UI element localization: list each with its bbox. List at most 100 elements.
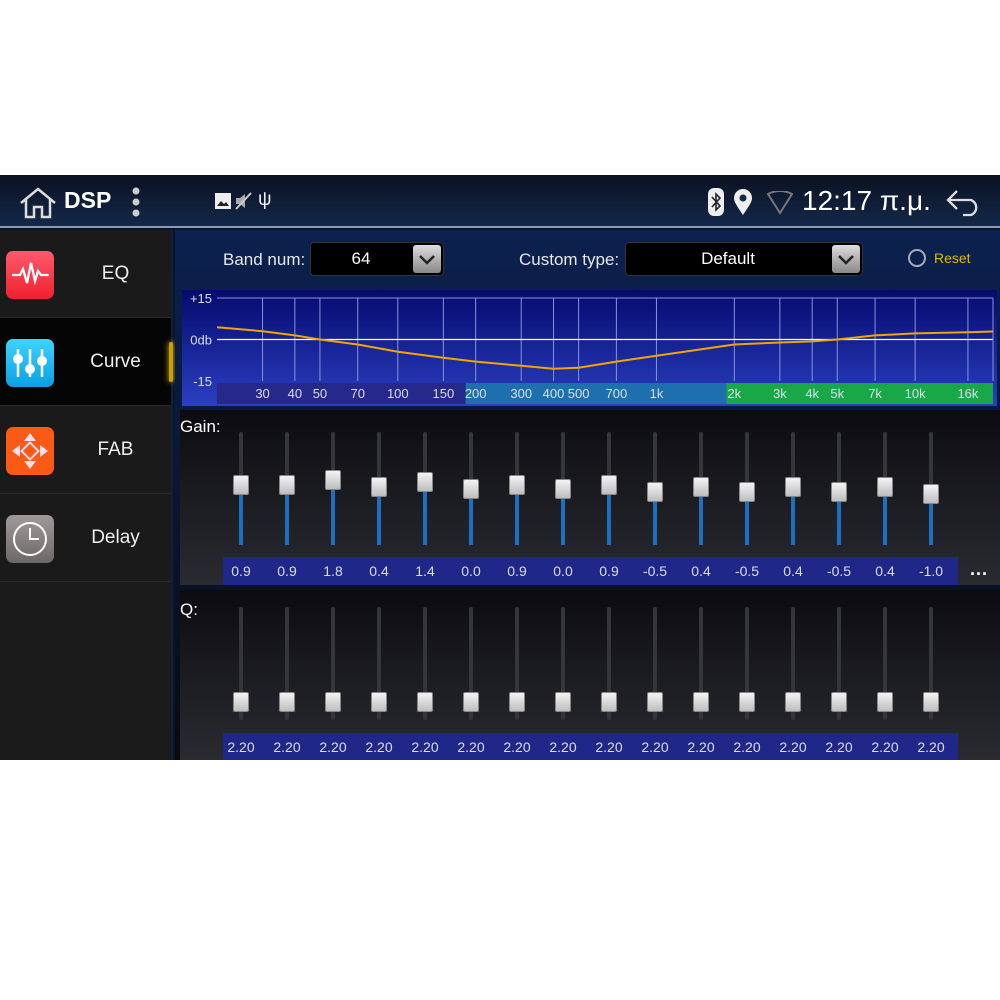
gain-slider-fill — [607, 494, 611, 545]
gain-slider-thumb[interactable] — [325, 470, 341, 490]
band-num-select[interactable]: 64 — [310, 242, 444, 276]
eq-curve-chart: 30 40 50 70 100 150 200 300 400 500 700 1k 2k 3k 4k 5k 7… — [182, 290, 997, 406]
custom-type-value: Default — [701, 249, 755, 268]
q-slider-thumb[interactable] — [555, 692, 571, 712]
q-slider-track[interactable] — [883, 607, 887, 720]
wifi-icon — [766, 191, 794, 215]
q-slider-track[interactable] — [423, 607, 427, 720]
q-slider-thumb[interactable] — [831, 692, 847, 712]
q-slider-thumb[interactable] — [371, 692, 387, 712]
freq-band-low — [217, 383, 476, 404]
custom-type-select[interactable]: Default — [625, 242, 863, 276]
gain-slider-thumb[interactable] — [831, 481, 847, 502]
x-tick-label: 400 — [543, 386, 565, 401]
back-icon[interactable] — [945, 187, 983, 217]
q-slider-track[interactable] — [837, 607, 841, 720]
gain-slider-thumb[interactable] — [279, 474, 295, 495]
reset-radio[interactable] — [908, 249, 926, 267]
q-slider-thumb[interactable] — [785, 692, 801, 712]
gain-slider-thumb[interactable] — [233, 474, 249, 495]
q-slider-thumb[interactable] — [601, 692, 617, 712]
x-tick-label: 16k — [957, 386, 978, 401]
sidebar: EQ Curve FAB Delay — [0, 230, 173, 760]
app-title: DSP — [64, 187, 112, 213]
q-slider-track[interactable] — [791, 607, 795, 720]
q-slider-track[interactable] — [331, 607, 335, 720]
q-slider-track[interactable] — [515, 607, 519, 720]
gain-slider-thumb[interactable] — [877, 477, 893, 497]
gain-slider-thumb[interactable] — [555, 479, 571, 499]
q-slider-thumb[interactable] — [279, 692, 295, 712]
gain-value: 0.4 — [369, 563, 389, 579]
x-tick-label: 500 — [568, 386, 590, 401]
gain-slider-fill — [469, 499, 473, 545]
reset-toggle[interactable]: Reset — [907, 248, 1000, 270]
chevron-down-icon[interactable] — [832, 245, 860, 273]
image-icon — [215, 193, 231, 209]
q-value: 2.20 — [641, 739, 669, 755]
reset-label: Reset — [934, 250, 971, 266]
sidebar-item-label: FAB — [97, 439, 134, 460]
x-tick-label: 1k — [650, 386, 664, 401]
dsp-app: DSP ψ 12:17 π.μ. EQ Curve FAB Delay Band — [0, 175, 1000, 760]
sidebar-item-eq[interactable]: EQ — [0, 230, 171, 318]
q-slider-track[interactable] — [285, 607, 289, 720]
q-slider-thumb[interactable] — [647, 692, 663, 712]
curve-panel: Band num: 64 Custom type: Default Reset … — [175, 230, 1000, 760]
q-value-band: 2.20 2.20 2.20 2.20 2.20 2.20 2.20 2.20 2.20 2.20… — [223, 733, 958, 760]
sliders-icon — [6, 339, 54, 387]
volume-mute-icon — [235, 192, 252, 210]
q-slider-thumb[interactable] — [463, 692, 479, 712]
gain-slider-fill — [929, 504, 933, 545]
sidebar-item-fab[interactable]: FAB — [0, 406, 171, 494]
sidebar-item-delay[interactable]: Delay — [0, 494, 171, 582]
gain-slider-thumb[interactable] — [693, 477, 709, 497]
q-slider-thumb[interactable] — [923, 692, 939, 712]
gain-slider-fill — [837, 501, 841, 545]
q-slider-thumb[interactable] — [877, 692, 893, 712]
gain-slider-thumb[interactable] — [463, 479, 479, 499]
q-slider-thumb[interactable] — [417, 692, 433, 712]
x-tick-label: 10k — [905, 386, 926, 401]
gain-slider-thumb[interactable] — [601, 474, 617, 495]
x-tick-label: 2k — [727, 386, 741, 401]
gain-slider-thumb[interactable] — [739, 481, 755, 502]
gain-slider-fill — [791, 497, 795, 545]
q-slider-track[interactable] — [377, 607, 381, 720]
gain-slider-thumb[interactable] — [417, 472, 433, 492]
q-slider-thumb[interactable] — [693, 692, 709, 712]
gain-value: 0.9 — [277, 563, 297, 579]
q-slider-thumb[interactable] — [325, 692, 341, 712]
eq-curve-line — [216, 326, 994, 370]
more-vertical-icon[interactable] — [130, 186, 142, 218]
q-slider-track[interactable] — [607, 607, 611, 720]
q-slider-track[interactable] — [561, 607, 565, 720]
q-slider-thumb[interactable] — [233, 692, 249, 712]
gain-slider-fill — [699, 497, 703, 545]
gain-slider-thumb[interactable] — [785, 477, 801, 497]
more-bands-button[interactable]: ... — [970, 559, 989, 579]
gain-slider-thumb[interactable] — [923, 484, 939, 504]
home-icon[interactable] — [18, 186, 58, 220]
q-slider-track[interactable] — [745, 607, 749, 720]
q-slider-track[interactable] — [929, 607, 933, 720]
gain-slider-thumb[interactable] — [371, 477, 387, 497]
q-slider-thumb[interactable] — [739, 692, 755, 712]
q-slider-track[interactable] — [239, 607, 243, 720]
gain-slider-thumb[interactable] — [647, 481, 663, 502]
gain-slider-thumb[interactable] — [509, 474, 525, 495]
gain-slider-fill — [653, 501, 657, 545]
bluetooth-icon — [708, 188, 724, 216]
sidebar-item-curve[interactable]: Curve — [0, 318, 173, 406]
q-slider-thumb[interactable] — [509, 692, 525, 712]
q-slider-track[interactable] — [653, 607, 657, 720]
gain-value: 0.0 — [461, 563, 481, 579]
q-value: 2.20 — [365, 739, 393, 755]
gain-slider-fill — [423, 492, 427, 545]
location-icon — [734, 189, 752, 215]
q-slider-track[interactable] — [469, 607, 473, 720]
x-tick-label: 30 — [255, 386, 269, 401]
chevron-down-icon[interactable] — [413, 245, 441, 273]
q-slider-track[interactable] — [699, 607, 703, 720]
gain-slider-fill — [745, 501, 749, 545]
